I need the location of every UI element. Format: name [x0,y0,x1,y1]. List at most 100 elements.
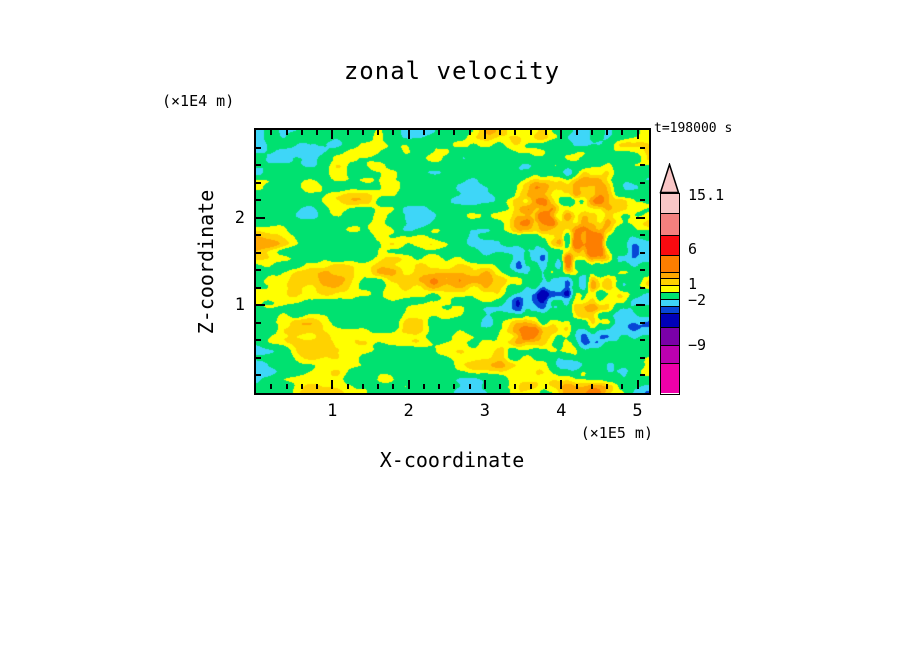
x-minor-tick [499,130,502,135]
y-minor-tick [640,339,645,342]
x-axis-label: X-coordinate [379,448,525,472]
colorbar-box [661,214,679,236]
x-major-tick [560,130,563,139]
x-minor-tick [590,130,593,135]
chart-title: zonal velocity [343,57,561,85]
y-minor-tick [256,146,261,149]
x-minor-tick [422,384,425,389]
x-minor-tick [621,130,624,135]
x-minor-tick [300,130,303,135]
colorbar [660,193,680,395]
x-minor-tick [590,384,593,389]
y-minor-tick [256,356,261,359]
y-minor-tick [256,199,261,202]
y-minor-tick [640,374,645,377]
colorbar-box [661,307,679,314]
y-minor-tick [640,321,645,324]
x-minor-tick [453,384,456,389]
x-major-tick [636,130,639,139]
y-minor-tick [640,269,645,272]
x-tick-label: 3 [479,401,491,421]
y-tick-label: 2 [234,207,245,228]
colorbar-box [661,314,679,328]
colorbar-label: 6 [688,240,698,258]
y-minor-tick [640,234,645,237]
x-minor-tick [575,384,578,389]
x-tick-label: 5 [632,401,643,421]
x-minor-tick [453,130,456,135]
x-minor-tick [346,130,349,135]
y-axis-unit: (×1E4 m) [162,92,235,110]
colorbar-box [661,286,679,293]
x-tick-label: 4 [556,401,567,421]
x-minor-tick [422,130,425,135]
y-minor-tick [640,181,645,184]
y-major-tick [636,216,645,219]
colorbar-box [661,194,679,214]
colorbar-box [661,346,679,364]
y-minor-tick [256,234,261,237]
x-minor-tick [270,384,273,389]
y-minor-tick [640,251,645,254]
x-major-tick [483,130,486,139]
x-minor-tick [438,384,441,389]
y-minor-tick [256,339,261,342]
y-minor-tick [256,374,261,377]
x-minor-tick [392,384,395,389]
colorbar-box [661,273,679,279]
colorbar-label: 15.1 [688,186,725,204]
x-minor-tick [285,130,288,135]
y-tick-label: 1 [234,295,245,316]
x-minor-tick [377,130,380,135]
x-minor-tick [499,384,502,389]
x-minor-tick [361,130,364,135]
y-minor-tick [256,164,261,167]
x-major-tick [331,380,334,389]
x-minor-tick [316,384,319,389]
y-major-tick [256,304,265,307]
colorbar-label: 1 [688,275,698,293]
x-minor-tick [438,130,441,135]
x-minor-tick [346,384,349,389]
x-minor-tick [544,384,547,389]
x-minor-tick [300,384,303,389]
x-tick-label: 1 [327,401,338,421]
x-minor-tick [468,384,471,389]
colorbar-box [661,293,679,300]
colorbar-label: −9 [688,336,707,354]
x-major-tick [483,380,486,389]
x-major-tick [407,380,410,389]
x-minor-tick [529,384,532,389]
y-minor-tick [640,199,645,202]
y-major-tick [256,216,265,219]
x-minor-tick [514,130,517,135]
colorbar-label: −2 [688,291,707,309]
y-minor-tick [640,164,645,167]
x-minor-tick [392,130,395,135]
x-minor-tick [514,384,517,389]
colorbar-box [661,364,679,393]
x-major-tick [331,130,334,139]
x-minor-tick [529,130,532,135]
x-minor-tick [621,384,624,389]
x-minor-tick [361,384,364,389]
y-minor-tick [256,251,261,254]
time-annotation: t=198000 s [654,121,733,136]
x-minor-tick [316,130,319,135]
x-major-tick [407,130,410,139]
x-minor-tick [285,384,288,389]
x-axis-unit: (×1E5 m) [580,424,653,442]
x-minor-tick [270,130,273,135]
colorbar-box [661,236,679,256]
y-minor-tick [640,356,645,359]
colorbar-box [661,300,679,307]
colorbar-box [661,279,679,286]
y-minor-tick [256,269,261,272]
contour-field-canvas [256,130,649,393]
colorbar-box [661,328,679,346]
x-tick-label: 2 [403,401,414,421]
plot-area [254,128,651,395]
colorbar-box [661,256,679,273]
y-minor-tick [640,146,645,149]
